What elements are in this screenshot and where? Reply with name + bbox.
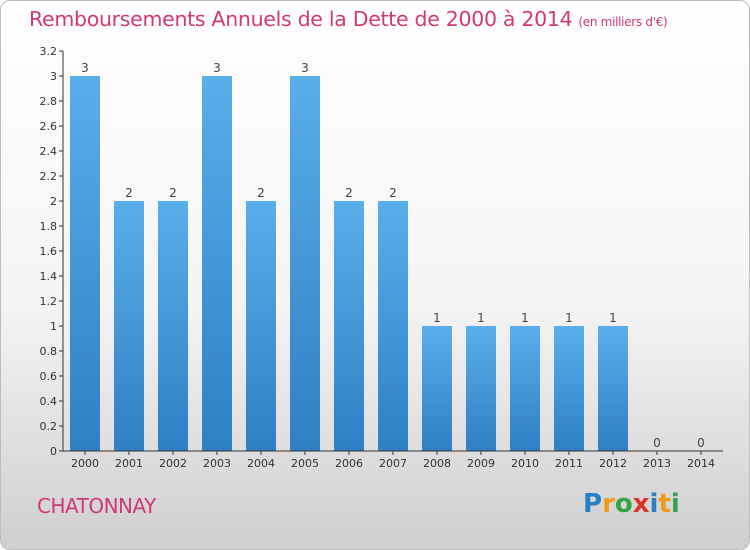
y-tick-label: 1.4: [40, 270, 58, 283]
y-tick-label: 2.6: [40, 120, 58, 133]
bar: [158, 201, 188, 451]
x-tick-label: 2010: [511, 457, 539, 470]
x-tick-label: 2000: [71, 457, 99, 470]
bar: [466, 326, 496, 451]
logo-letter: i: [670, 489, 680, 519]
x-tick-label: 2009: [467, 457, 495, 470]
y-tick-label: 0.2: [40, 420, 58, 433]
proxiti-logo: Proxiti: [583, 489, 680, 519]
data-label: 2: [125, 186, 133, 200]
data-label: 2: [345, 186, 353, 200]
y-tick-label: 2: [50, 195, 57, 208]
x-tick-label: 2006: [335, 457, 363, 470]
bar: [246, 201, 276, 451]
chart-title-text: Remboursements Annuels de la Dette de 20…: [29, 7, 573, 31]
logo-letter: x: [632, 489, 650, 519]
bar: [422, 326, 452, 451]
x-tick-label: 2012: [599, 457, 627, 470]
y-tick-label: 2.4: [40, 145, 58, 158]
y-tick-label: 3: [50, 70, 57, 83]
logo-letter: i: [649, 489, 659, 519]
bar: [598, 326, 628, 451]
y-tick-label: 2.8: [40, 95, 58, 108]
x-tick-label: 2007: [379, 457, 407, 470]
data-label: 1: [565, 311, 573, 325]
y-tick-label: 1: [50, 320, 57, 333]
y-tick-label: 0: [50, 445, 57, 458]
data-label: 1: [609, 311, 617, 325]
x-tick-label: 2005: [291, 457, 319, 470]
y-tick-label: 3.2: [40, 45, 58, 58]
bar: [510, 326, 540, 451]
data-label: 1: [433, 311, 441, 325]
x-tick-label: 2002: [159, 457, 187, 470]
bar: [114, 201, 144, 451]
logo-letter: o: [614, 489, 633, 519]
data-label: 2: [169, 186, 177, 200]
y-tick-label: 0.6: [40, 370, 58, 383]
y-tick-label: 2.2: [40, 170, 58, 183]
data-label: 0: [653, 436, 661, 450]
bar: [290, 76, 320, 451]
y-tick-label: 0.4: [40, 395, 58, 408]
data-label: 2: [389, 186, 397, 200]
x-tick-label: 2004: [247, 457, 275, 470]
chart-unit-note: (en milliers d'€): [578, 15, 668, 29]
x-tick-label: 2011: [555, 457, 583, 470]
bar: [554, 326, 584, 451]
logo-letter: r: [602, 489, 615, 519]
y-tick-label: 1.2: [40, 295, 58, 308]
logo-letter: P: [583, 489, 603, 519]
commune-name: CHATONNAY: [37, 494, 156, 518]
x-tick-label: 2003: [203, 457, 231, 470]
bar: [202, 76, 232, 451]
bar: [334, 201, 364, 451]
chart-title: Remboursements Annuels de la Dette de 20…: [29, 7, 668, 31]
y-tick-label: 1.6: [40, 245, 58, 258]
data-label: 0: [697, 436, 705, 450]
data-label: 3: [81, 61, 89, 75]
x-tick-label: 2001: [115, 457, 143, 470]
logo-letter: t: [658, 489, 671, 519]
data-label: 1: [477, 311, 485, 325]
data-label: 3: [301, 61, 309, 75]
data-label: 2: [257, 186, 265, 200]
bar: [70, 76, 100, 451]
x-tick-label: 2013: [643, 457, 671, 470]
x-tick-label: 2014: [687, 457, 715, 470]
bar: [378, 201, 408, 451]
y-tick-label: 1.8: [40, 220, 58, 233]
data-label: 3: [213, 61, 221, 75]
x-tick-label: 2008: [423, 457, 451, 470]
y-tick-label: 0.8: [40, 345, 58, 358]
data-label: 1: [521, 311, 529, 325]
